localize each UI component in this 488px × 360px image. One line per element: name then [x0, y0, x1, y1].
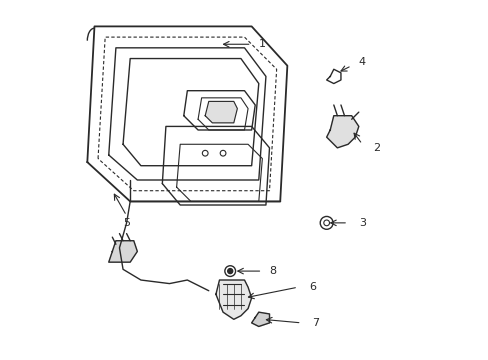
Text: 2: 2 [372, 143, 380, 153]
Text: 6: 6 [308, 282, 315, 292]
Text: 8: 8 [269, 266, 276, 276]
Text: 1: 1 [258, 39, 265, 49]
Polygon shape [216, 280, 251, 319]
Polygon shape [251, 312, 269, 327]
Text: 5: 5 [123, 218, 130, 228]
Circle shape [227, 269, 232, 274]
Polygon shape [326, 116, 358, 148]
Text: 3: 3 [358, 218, 365, 228]
Polygon shape [205, 102, 237, 123]
Polygon shape [108, 241, 137, 262]
Text: 4: 4 [358, 57, 365, 67]
Text: 7: 7 [312, 318, 319, 328]
